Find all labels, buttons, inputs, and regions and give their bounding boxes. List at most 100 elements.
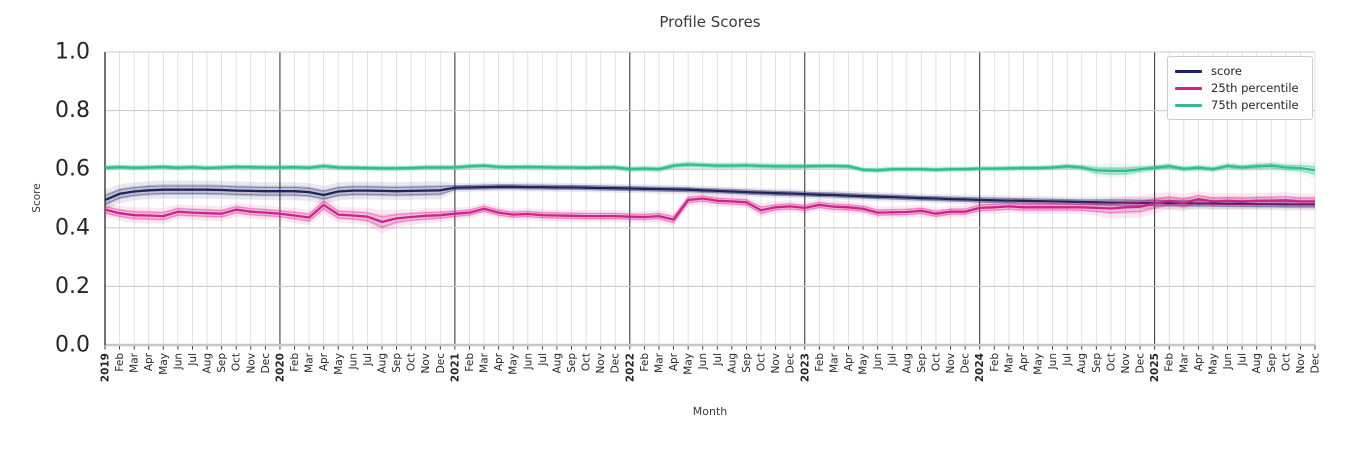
svg-text:Oct: Oct [406,353,418,371]
svg-text:Apr: Apr [318,352,330,371]
svg-text:Oct: Oct [1280,353,1292,371]
svg-text:Aug: Aug [1251,353,1263,374]
svg-text:Sep: Sep [566,353,578,373]
svg-text:Apr: Apr [1018,352,1030,371]
legend-item-score: score [1175,63,1305,79]
svg-text:Sep: Sep [741,353,753,373]
svg-text:2024: 2024 [974,353,986,382]
svg-text:0.8: 0.8 [55,98,90,123]
svg-text:2025: 2025 [1149,353,1161,382]
svg-text:May: May [508,353,520,375]
svg-text:May: May [158,353,170,375]
svg-text:Jul: Jul [1062,353,1074,367]
svg-text:Jun: Jun [1222,353,1234,370]
svg-text:Sep: Sep [916,353,928,373]
svg-text:Feb: Feb [814,353,826,372]
svg-text:Nov: Nov [1120,353,1132,374]
svg-text:May: May [683,353,695,375]
svg-text:Jun: Jun [347,353,359,370]
svg-text:Apr: Apr [1193,352,1205,371]
svg-text:2022: 2022 [624,353,636,382]
svg-text:0.4: 0.4 [55,215,90,240]
score-line-swatch-icon [1175,69,1202,73]
svg-text:Dec: Dec [260,353,272,374]
svg-text:Dec: Dec [960,353,972,374]
svg-text:Oct: Oct [1105,353,1117,371]
svg-text:Mar: Mar [1003,352,1015,372]
svg-text:Jul: Jul [537,353,549,367]
25th-percentile-line-swatch-icon [1175,86,1202,90]
svg-text:Apr: Apr [143,352,155,371]
svg-text:Dec: Dec [1310,353,1322,374]
svg-text:Sep: Sep [1091,353,1103,373]
svg-text:Jun: Jun [522,353,534,370]
svg-text:Jun: Jun [1047,353,1059,370]
svg-text:Nov: Nov [770,353,782,374]
y-axis-label: Score [31,183,43,213]
svg-text:May: May [1207,353,1219,375]
svg-text:Nov: Nov [595,353,607,374]
legend-label-score: score [1211,64,1242,78]
svg-text:Nov: Nov [420,353,432,374]
svg-text:Mar: Mar [653,352,665,372]
svg-text:Jul: Jul [712,353,724,367]
svg-text:Oct: Oct [231,353,243,371]
75th-percentile-line-swatch-icon [1175,103,1202,107]
svg-text:Feb: Feb [289,353,301,372]
svg-text:Apr: Apr [843,352,855,371]
svg-text:0.6: 0.6 [55,157,90,182]
svg-text:Feb: Feb [464,353,476,372]
svg-text:2023: 2023 [799,353,811,382]
legend-label-75th-percentile: 75th percentile [1211,98,1299,112]
x-axis-label: Month [692,405,728,418]
svg-text:Nov: Nov [1295,353,1307,374]
svg-text:Mar: Mar [304,352,316,372]
svg-text:Mar: Mar [479,352,491,372]
svg-text:Jul: Jul [887,353,899,367]
svg-text:Nov: Nov [945,353,957,374]
svg-text:Sep: Sep [391,353,403,373]
svg-text:Jun: Jun [697,353,709,370]
svg-text:Dec: Dec [610,353,622,374]
svg-text:1.0: 1.0 [55,40,90,65]
svg-text:May: May [858,353,870,375]
svg-text:Apr: Apr [493,352,505,371]
svg-text:Jun: Jun [172,353,184,370]
svg-text:2021: 2021 [449,353,461,382]
svg-text:Oct: Oct [581,353,593,371]
legend-item-75th-percentile: 75th percentile [1175,97,1305,113]
svg-text:Aug: Aug [551,353,563,374]
svg-text:Dec: Dec [435,353,447,374]
legend-item-25th-percentile: 25th percentile [1175,80,1305,96]
svg-text:Apr: Apr [668,352,680,371]
svg-text:Jul: Jul [362,353,374,367]
svg-text:May: May [1033,353,1045,375]
svg-text:2019: 2019 [100,353,112,382]
svg-text:Dec: Dec [1135,353,1147,374]
svg-text:Feb: Feb [114,353,126,372]
svg-text:0.2: 0.2 [55,274,90,299]
chart-title: Profile Scores [659,13,761,31]
svg-text:2020: 2020 [274,353,286,382]
svg-text:Aug: Aug [376,353,388,374]
svg-text:Aug: Aug [202,353,214,374]
svg-text:Feb: Feb [989,353,1001,372]
svg-text:Jul: Jul [187,353,199,367]
svg-text:Oct: Oct [756,353,768,371]
svg-text:Aug: Aug [1076,353,1088,374]
svg-text:Aug: Aug [726,353,738,374]
svg-text:Nov: Nov [245,353,257,374]
svg-text:Sep: Sep [216,353,228,373]
svg-text:Jul: Jul [1237,353,1249,367]
svg-text:Feb: Feb [639,353,651,372]
svg-text:Mar: Mar [828,352,840,372]
svg-text:Dec: Dec [785,353,797,374]
svg-text:Aug: Aug [901,353,913,374]
svg-text:Mar: Mar [1178,352,1190,372]
svg-text:Oct: Oct [930,353,942,371]
svg-text:Sep: Sep [1266,353,1278,373]
svg-text:Jun: Jun [872,353,884,370]
svg-text:May: May [333,353,345,375]
